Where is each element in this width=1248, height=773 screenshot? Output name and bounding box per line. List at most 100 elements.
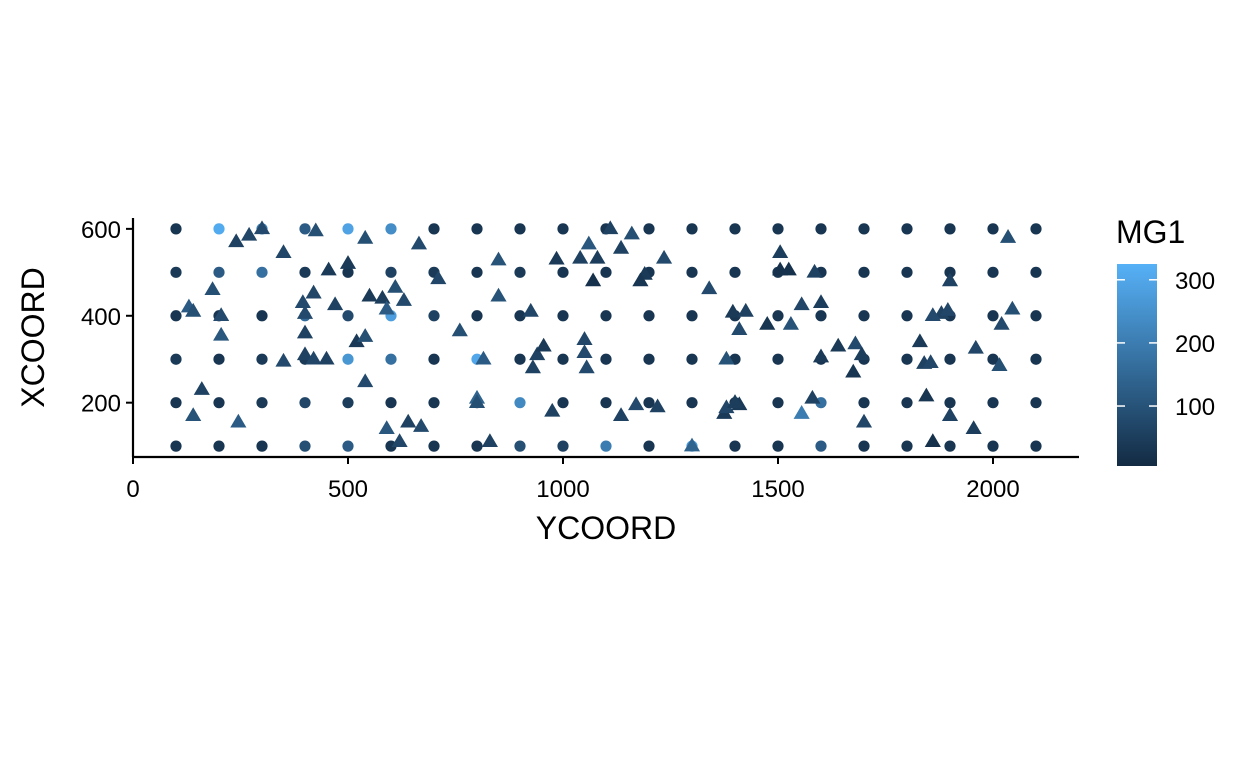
data-point-triangle	[275, 244, 292, 259]
data-point-triangle	[378, 300, 395, 315]
data-point-triangle	[305, 350, 322, 365]
data-point-triangle	[855, 413, 873, 428]
data-point-circle	[686, 397, 698, 409]
data-point-triangle	[602, 220, 619, 235]
data-point-triangle	[911, 333, 928, 348]
data-point-circle	[944, 440, 956, 452]
data-point-triangle	[296, 305, 314, 319]
data-point-triangle	[357, 229, 374, 244]
data-point-circle	[815, 223, 827, 235]
data-point-circle	[1030, 440, 1042, 452]
data-point-circle	[385, 266, 397, 278]
data-point-triangle	[296, 346, 314, 361]
data-point-triangle	[185, 407, 202, 421]
data-point-circle	[213, 440, 225, 452]
data-point-triangle	[475, 350, 492, 365]
data-point-circle	[600, 353, 612, 365]
data-point-circle	[342, 397, 354, 409]
data-point-circle	[600, 440, 612, 452]
x-tick-label: 500	[328, 476, 368, 503]
data-point-triangle	[772, 244, 789, 259]
data-point-circle	[213, 266, 225, 278]
data-point-triangle	[941, 407, 959, 421]
data-point-circle	[170, 440, 182, 452]
data-point-triangle	[524, 359, 541, 374]
colorbar-tick-label: 100	[1175, 394, 1215, 421]
data-point-triangle	[580, 235, 597, 250]
data-point-triangle	[275, 352, 292, 367]
x-tick-label: 1000	[536, 476, 589, 503]
data-point-circle	[342, 440, 354, 452]
data-point-circle	[643, 397, 655, 409]
data-point-circle	[471, 310, 483, 322]
data-point-circle	[1030, 310, 1042, 322]
data-point-triangle	[213, 326, 230, 341]
data-point-circle	[772, 397, 784, 409]
data-point-circle	[256, 397, 268, 409]
data-point-triangle	[812, 294, 830, 309]
data-point-circle	[944, 397, 956, 409]
data-point-circle	[901, 223, 913, 235]
data-point-triangle	[378, 420, 395, 435]
data-point-triangle	[230, 413, 247, 428]
data-point-triangle	[628, 396, 645, 411]
data-point-triangle	[718, 399, 735, 414]
data-point-triangle	[941, 272, 959, 287]
data-point-triangle	[490, 287, 507, 302]
data-point-triangle	[612, 407, 630, 421]
data-point-triangle	[548, 250, 565, 265]
data-point-circle	[342, 223, 354, 235]
data-point-circle	[772, 310, 784, 322]
data-point-triangle	[924, 307, 941, 322]
data-point-circle	[815, 310, 827, 322]
data-point-circle	[471, 440, 483, 452]
data-point-triangle	[726, 394, 744, 408]
data-point-circle	[385, 397, 397, 409]
data-point-triangle	[451, 322, 468, 337]
data-point-triangle	[529, 346, 546, 361]
data-point-circle	[686, 266, 698, 278]
data-point-triangle	[307, 222, 324, 237]
data-point-circle	[256, 266, 268, 278]
data-point-triangle	[655, 249, 673, 264]
data-point-circle	[170, 310, 182, 322]
data-point-circle	[471, 266, 483, 278]
data-point-triangle	[296, 324, 314, 339]
data-point-triangle	[253, 220, 271, 235]
data-point-circle	[170, 223, 182, 235]
data-point-circle	[514, 310, 526, 322]
data-point-triangle	[339, 255, 357, 269]
data-point-triangle	[490, 251, 507, 266]
data-point-triangle	[387, 279, 404, 293]
data-point-circle	[342, 266, 354, 278]
data-point-circle	[385, 223, 397, 235]
data-point-triangle	[793, 296, 810, 311]
data-point-triangle	[782, 315, 799, 330]
data-point-triangle	[830, 337, 847, 352]
data-point-circle	[643, 353, 655, 365]
data-point-circle	[901, 266, 913, 278]
data-point-triangle	[241, 226, 258, 241]
data-point-circle	[557, 440, 569, 452]
data-point-circle	[428, 353, 440, 365]
data-point-triangle	[847, 335, 864, 350]
data-point-circle	[686, 353, 698, 365]
data-point-triangle	[731, 321, 748, 335]
data-point-triangle	[468, 394, 486, 408]
colorbar-ticks: 100 200 300	[1117, 268, 1215, 421]
data-point-circle	[987, 440, 999, 452]
data-point-triangle	[759, 315, 776, 330]
data-point-circle	[170, 266, 182, 278]
data-point-circle	[1030, 353, 1042, 365]
data-point-circle	[514, 353, 526, 365]
data-point-triangle	[623, 225, 640, 240]
data-point-triangle	[918, 387, 935, 402]
data-point-triangle	[374, 289, 391, 304]
data-point-triangle	[361, 287, 378, 302]
data-point-circle	[299, 223, 311, 235]
data-point-triangle	[395, 292, 412, 306]
data-point-circle	[428, 397, 440, 409]
x-tick-label: 1500	[751, 476, 804, 503]
data-point-circle	[256, 310, 268, 322]
